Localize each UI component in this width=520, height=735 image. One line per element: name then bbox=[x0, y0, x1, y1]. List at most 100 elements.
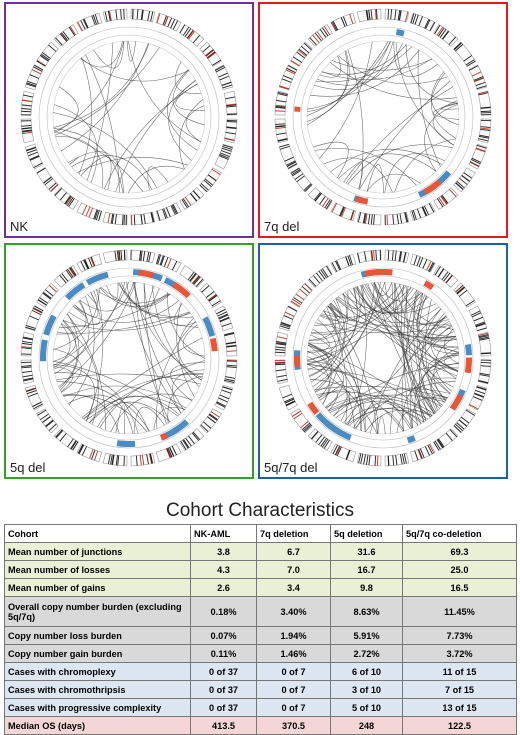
gain-block bbox=[294, 356, 300, 367]
chromosome-segment bbox=[180, 266, 204, 288]
chromosome-segment bbox=[357, 250, 381, 263]
value-cell: 2.6 bbox=[191, 579, 257, 597]
chromosome-band bbox=[21, 111, 31, 112]
value-cell: 0.07% bbox=[191, 627, 257, 645]
gain-block bbox=[423, 280, 434, 290]
junction-chord bbox=[53, 282, 128, 366]
chromosome-segment bbox=[77, 203, 102, 221]
row-label-cell: Mean number of losses bbox=[5, 561, 191, 579]
table-row: Overall copy number burden (excluding 5q… bbox=[5, 597, 517, 627]
chromosome-segment bbox=[469, 65, 487, 90]
chromosome-segment bbox=[291, 409, 313, 433]
junction-chord bbox=[319, 42, 372, 159]
track-ring bbox=[47, 276, 211, 440]
junction-chord bbox=[93, 41, 123, 68]
junction-chord bbox=[377, 417, 385, 434]
value-cell: 370.5 bbox=[257, 717, 331, 735]
value-cell: 0 of 7 bbox=[257, 681, 331, 699]
value-cell: 11.45% bbox=[403, 597, 517, 627]
chromosome-segment bbox=[279, 385, 297, 410]
gain-block bbox=[376, 269, 392, 275]
chromosome-segment bbox=[331, 444, 356, 462]
junction-chord bbox=[418, 50, 440, 167]
value-cell: 5 of 10 bbox=[331, 699, 403, 717]
value-cell: 7.0 bbox=[257, 561, 331, 579]
chromosome-band bbox=[123, 215, 124, 225]
panel-label: 7q del bbox=[264, 219, 299, 234]
junction-chord bbox=[53, 288, 99, 350]
junction-chord bbox=[128, 41, 200, 142]
junction-chord bbox=[54, 301, 89, 369]
junction-chord bbox=[69, 292, 101, 324]
value-cell: 3.8 bbox=[191, 543, 257, 561]
junction-chord bbox=[61, 44, 148, 152]
value-cell: 16.5 bbox=[403, 579, 517, 597]
chromosome-segment bbox=[308, 188, 332, 210]
chromosome-segment bbox=[224, 91, 237, 115]
row-label-cell: Copy number loss burden bbox=[5, 627, 191, 645]
junction-chord bbox=[175, 62, 201, 94]
value-cell: 1.94% bbox=[257, 627, 331, 645]
track-ring bbox=[47, 35, 211, 199]
chromosome-segment bbox=[77, 254, 102, 272]
junction-chord bbox=[396, 42, 454, 145]
chromosome-segment bbox=[215, 306, 233, 331]
junction-chord bbox=[55, 282, 125, 374]
junction-chord bbox=[67, 314, 105, 430]
junction-chord bbox=[144, 284, 201, 381]
junction-chord bbox=[316, 47, 412, 82]
junction-chord bbox=[55, 136, 102, 188]
junction-chord bbox=[360, 81, 450, 189]
row-label-cell: Copy number gain burden bbox=[5, 645, 191, 663]
value-cell: 11 of 15 bbox=[403, 663, 517, 681]
header-cell: 5q deletion bbox=[331, 525, 403, 543]
value-cell: 248 bbox=[331, 717, 403, 735]
junction-chord bbox=[54, 324, 71, 368]
value-cell: 0 of 37 bbox=[191, 663, 257, 681]
chromosome-band bbox=[376, 9, 377, 19]
junction-chord bbox=[54, 87, 78, 131]
value-cell: 1.46% bbox=[257, 645, 331, 663]
track-ring bbox=[39, 27, 219, 207]
gain-block bbox=[210, 338, 218, 352]
row-label-cell: Cases with progressive complexity bbox=[5, 699, 191, 717]
circos-panel-7q-del: 7q del bbox=[258, 2, 508, 238]
loss-block bbox=[465, 344, 472, 355]
chromosome-segment bbox=[200, 283, 222, 307]
gain-block bbox=[294, 106, 300, 111]
junction-chord bbox=[172, 370, 204, 414]
junction-chord bbox=[167, 70, 197, 151]
junction-chord bbox=[367, 164, 383, 193]
junction-chord bbox=[73, 305, 87, 318]
junction-chord bbox=[314, 42, 393, 90]
junction-chord bbox=[53, 367, 73, 392]
chromosome-segment bbox=[103, 453, 127, 466]
junction-chord bbox=[54, 372, 138, 433]
value-cell: 3 of 10 bbox=[331, 681, 403, 699]
value-cell: 0.11% bbox=[191, 645, 257, 663]
chromosome-band bbox=[388, 456, 389, 466]
value-cell: 4.3 bbox=[191, 561, 257, 579]
chromosome-segment bbox=[478, 360, 491, 384]
loss-block bbox=[40, 339, 48, 361]
header-cell: 5q/7q co-deletion bbox=[403, 525, 517, 543]
junction-chord bbox=[186, 106, 204, 142]
panel-label: 5q/7q del bbox=[264, 460, 318, 475]
header-cell: 7q deletion bbox=[257, 525, 331, 543]
chromosome-segment bbox=[469, 306, 487, 331]
panel-label: NK bbox=[10, 219, 28, 234]
value-cell: 0 of 37 bbox=[191, 681, 257, 699]
junction-chord bbox=[424, 104, 457, 171]
value-cell: 69.3 bbox=[403, 543, 517, 561]
value-cell: 0 of 7 bbox=[257, 663, 331, 681]
chromosome-segment bbox=[215, 144, 233, 169]
row-label-cell: Mean number of gains bbox=[5, 579, 191, 597]
circos-plot bbox=[6, 4, 252, 236]
value-cell: 31.6 bbox=[331, 543, 403, 561]
junction-chord bbox=[64, 386, 186, 408]
row-label-cell: Cases with chromoplexy bbox=[5, 663, 191, 681]
chromosome-band bbox=[275, 352, 285, 353]
